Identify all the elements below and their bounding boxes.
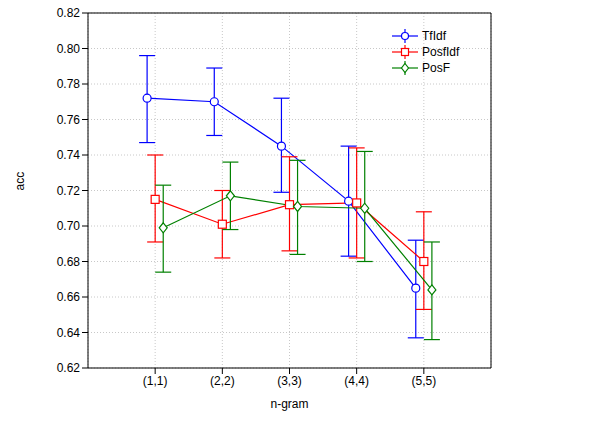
svg-text:0.62: 0.62 <box>57 361 81 375</box>
svg-text:(3,3): (3,3) <box>277 374 302 388</box>
svg-text:(1,1): (1,1) <box>143 374 168 388</box>
svg-text:0.70: 0.70 <box>57 219 81 233</box>
html-text:TfIdf: TfIdf <box>422 29 446 43</box>
svg-text:0.64: 0.64 <box>57 326 81 340</box>
svg-text:0.76: 0.76 <box>57 113 81 127</box>
svg-text:0.82: 0.82 <box>57 8 81 20</box>
svg-text:0.74: 0.74 <box>57 148 81 162</box>
svg-text:n-gram: n-gram <box>270 397 308 411</box>
svg-text:(2,2): (2,2) <box>210 374 235 388</box>
html-text:PosF: PosF <box>422 61 450 75</box>
svg-text:(5,5): (5,5) <box>411 374 436 388</box>
html-text:PosfIdf: PosfIdf <box>422 45 460 59</box>
svg-text:(4,4): (4,4) <box>344 374 369 388</box>
svg-text:acc: acc <box>13 172 27 191</box>
svg-text:0.68: 0.68 <box>57 255 81 269</box>
svg-text:0.66: 0.66 <box>57 290 81 304</box>
svg-text:0.78: 0.78 <box>57 77 81 91</box>
svg-text:0.72: 0.72 <box>57 184 81 198</box>
svg-text:0.80: 0.80 <box>57 42 81 56</box>
